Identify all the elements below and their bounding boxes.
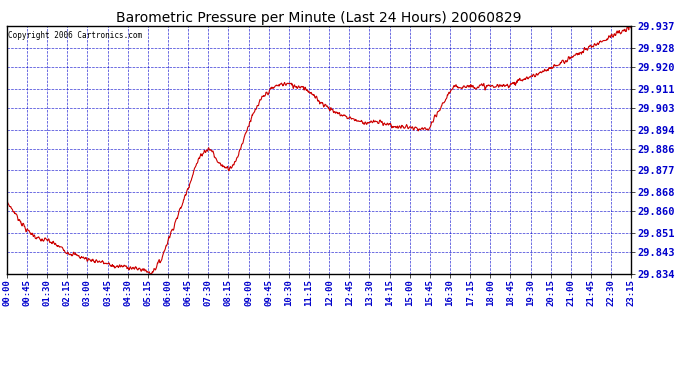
Title: Barometric Pressure per Minute (Last 24 Hours) 20060829: Barometric Pressure per Minute (Last 24 … (117, 11, 522, 25)
Text: Copyright 2006 Cartronics.com: Copyright 2006 Cartronics.com (8, 31, 142, 40)
